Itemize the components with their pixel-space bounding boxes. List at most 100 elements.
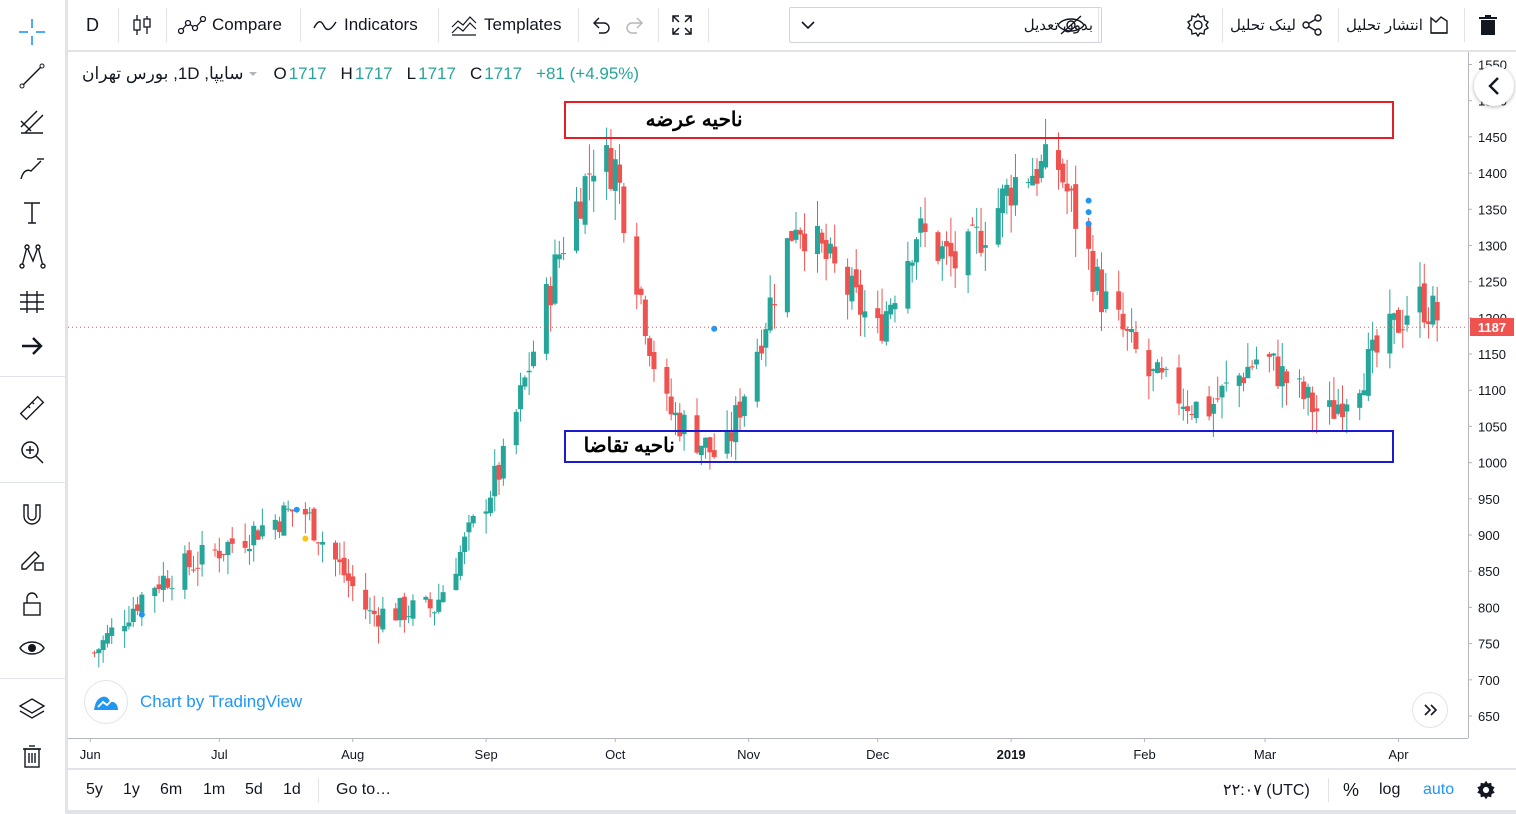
candle <box>922 197 928 248</box>
candle <box>1129 308 1135 343</box>
chevron-down-icon[interactable] <box>247 68 259 80</box>
candle <box>337 542 343 575</box>
event-dot[interactable] <box>293 506 300 513</box>
arrow-right-icon[interactable] <box>12 328 52 364</box>
range-5d-label: 5d <box>245 781 263 798</box>
undo-button[interactable] <box>590 0 612 50</box>
hide-button[interactable] <box>1056 0 1086 50</box>
candle <box>827 237 833 259</box>
indicators-button[interactable]: Indicators <box>312 0 418 50</box>
event-dot[interactable] <box>1085 197 1092 204</box>
supply-zone-label[interactable]: ناحیه عرضه <box>645 108 743 131</box>
candle <box>152 586 158 613</box>
scroll-to-realtime-button[interactable] <box>1412 692 1448 728</box>
range-6m-button[interactable]: 6m <box>160 770 182 810</box>
pattern-icon[interactable] <box>12 238 52 274</box>
range-1y-button[interactable]: 1y <box>123 770 140 810</box>
candle <box>591 149 597 213</box>
auto-toggle[interactable]: auto <box>1423 770 1454 810</box>
range-5d-button[interactable]: 5d <box>245 770 263 810</box>
log-toggle[interactable]: log <box>1379 770 1400 810</box>
timezone-button[interactable]: ۲۲:۰۷ (UTC) <box>1223 770 1310 810</box>
brush-icon[interactable] <box>12 150 52 186</box>
zoom-in-icon[interactable] <box>12 434 52 470</box>
axis-settings-button[interactable] <box>1476 770 1496 810</box>
eye-icon[interactable] <box>12 630 52 666</box>
candle <box>814 200 820 273</box>
compare-button[interactable]: Compare <box>178 0 282 50</box>
goto-button[interactable]: Go to… <box>336 770 391 810</box>
trend-line-icon[interactable] <box>12 58 52 94</box>
log-label: log <box>1379 781 1401 798</box>
time-tick-label: Nov <box>737 747 761 762</box>
high-value: 1717 <box>354 64 393 83</box>
range-6m-label: 6m <box>160 781 183 798</box>
demand-zone-rectangle[interactable] <box>563 430 1395 463</box>
candle <box>1012 154 1018 216</box>
candle <box>1236 372 1242 408</box>
delete-button[interactable] <box>1476 0 1500 50</box>
stay-in-drawing-icon[interactable] <box>12 540 52 576</box>
chevron-left-icon <box>1488 77 1499 95</box>
range-1d-button[interactable]: 1d <box>283 770 301 810</box>
event-dot[interactable] <box>138 611 145 618</box>
event-dot[interactable] <box>302 535 309 542</box>
range-5y-button[interactable]: 5y <box>86 770 103 810</box>
candle <box>608 129 614 191</box>
candle <box>578 187 584 219</box>
link-analysis-button[interactable]: لینک تحلیل <box>1230 0 1324 50</box>
chart-type-button[interactable] <box>130 0 154 50</box>
ruler-icon[interactable] <box>12 390 52 426</box>
candle <box>1365 332 1371 401</box>
candle <box>255 528 261 541</box>
chart-pane[interactable]: سایپا, 1D, بورس تهران O 1717 H 1717 L 1717 … <box>68 52 1468 738</box>
percent-toggle[interactable]: % <box>1343 770 1359 810</box>
candle <box>307 507 313 521</box>
trash-icon[interactable] <box>12 738 52 774</box>
time-axis[interactable]: Jun Jul Aug Sep Oct Nov Dec 2019 Feb Mar Apr <box>68 738 1516 768</box>
text-icon[interactable] <box>12 194 52 230</box>
demand-zone-label[interactable]: ناحیه تقاضا <box>583 435 675 458</box>
fullscreen-button[interactable] <box>670 0 694 50</box>
candle <box>909 259 915 283</box>
publish-icon <box>1430 16 1448 34</box>
candle <box>530 340 536 369</box>
event-dot[interactable] <box>1085 209 1092 216</box>
lock-icon[interactable] <box>12 586 52 622</box>
candle <box>500 438 506 486</box>
tradingview-watermark[interactable]: Chart by TradingView <box>84 680 302 724</box>
price-tick-label: 1400 <box>1478 166 1507 181</box>
event-dot[interactable] <box>1085 220 1092 227</box>
publish-analysis-button[interactable]: انتشار تحلیل <box>1346 0 1451 50</box>
crosshair-icon[interactable] <box>12 14 52 50</box>
settings-button[interactable] <box>1185 0 1211 50</box>
range-1m-button[interactable]: 1m <box>203 770 225 810</box>
candle <box>1150 368 1156 392</box>
templates-button[interactable]: Templates <box>450 0 561 50</box>
candle <box>888 298 894 319</box>
trash-icon <box>1479 15 1497 35</box>
collapse-panel-button[interactable] <box>1474 66 1514 106</box>
symbol-title[interactable]: سایپا, 1D, بورس تهران <box>82 64 244 83</box>
supply-zone-rectangle[interactable] <box>563 100 1395 140</box>
candle <box>862 290 868 338</box>
candle <box>995 188 1001 248</box>
fib-retracement-icon[interactable] <box>12 104 52 140</box>
candle <box>634 222 640 310</box>
candle <box>668 378 674 421</box>
layers-icon[interactable] <box>12 692 52 728</box>
prediction-icon[interactable] <box>12 284 52 320</box>
interval-button[interactable]: D <box>86 0 99 50</box>
candle <box>100 635 106 663</box>
redo-button[interactable] <box>624 0 646 50</box>
candle <box>225 540 231 575</box>
price-tick-label: 950 <box>1478 492 1500 507</box>
price-axis[interactable]: 6507007508008509009501000105011001150120… <box>1468 52 1516 738</box>
candle <box>496 462 502 495</box>
watermark-text: Chart by TradingView <box>140 692 303 711</box>
candlestick-chart[interactable] <box>68 52 1468 738</box>
price-tick-label: 1250 <box>1478 275 1507 290</box>
adjustment-select[interactable]: بدون تعدیل <box>789 7 1102 43</box>
magnet-icon[interactable] <box>12 496 52 532</box>
event-dot[interactable] <box>711 325 718 332</box>
